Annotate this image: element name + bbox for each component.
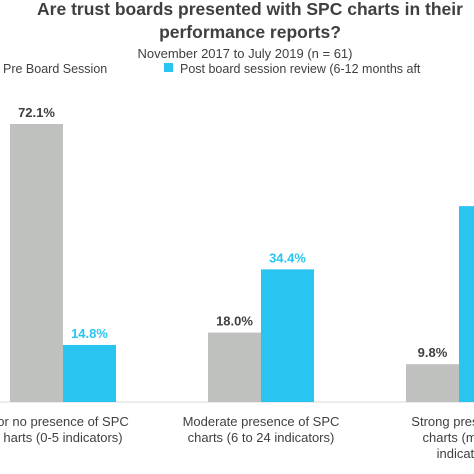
legend-swatch-post-board — [164, 63, 173, 72]
bar-post-board-or-no-presence — [63, 344, 116, 402]
category-label-or-no-presence-line2: harts (0-5 indicators) — [3, 430, 122, 445]
data-label-pre-board-strong-presence: 9.8% — [418, 345, 448, 360]
category-label-strong-presence-line3: indicato — [437, 446, 474, 461]
bar-post-board-strong-presence — [459, 206, 474, 402]
legend-label-pre-board: Pre Board Session — [3, 62, 107, 76]
category-label-moderate-presence-line1: Moderate presence of SPC — [183, 414, 340, 429]
data-label-post-board-moderate-presence: 34.4% — [269, 250, 306, 265]
legend-label-post-board: Post board session review (6-12 months a… — [180, 62, 421, 76]
chart-subtitle: November 2017 to July 2019 (n = 61) — [138, 46, 353, 61]
bars-group — [10, 124, 474, 402]
data-label-pre-board-or-no-presence: 72.1% — [18, 105, 55, 120]
bar-pre-board-moderate-presence — [208, 332, 261, 402]
chart-title-line2: performance reports? — [159, 22, 341, 42]
bar-pre-board-strong-presence — [406, 364, 459, 402]
chart-title-line1: Are trust boards presented with SPC char… — [37, 0, 463, 19]
category-label-strong-presence-line2: charts (more — [423, 430, 474, 445]
data-labels-group: 72.1%18.0%9.8%14.8%34.4%50 — [18, 105, 448, 360]
bar-post-board-moderate-presence — [261, 269, 314, 402]
data-label-pre-board-moderate-presence: 18.0% — [216, 314, 253, 329]
category-label-moderate-presence-line2: charts (6 to 24 indicators) — [188, 430, 335, 445]
legend: Pre Board Session Post board session rev… — [3, 62, 421, 76]
bar-pre-board-or-no-presence — [10, 124, 63, 402]
data-label-post-board-or-no-presence: 14.8% — [71, 326, 108, 341]
category-label-or-no-presence-line1: or no presence of SPC — [0, 414, 129, 429]
category-label-strong-presence-line1: Strong presence — [411, 414, 474, 429]
